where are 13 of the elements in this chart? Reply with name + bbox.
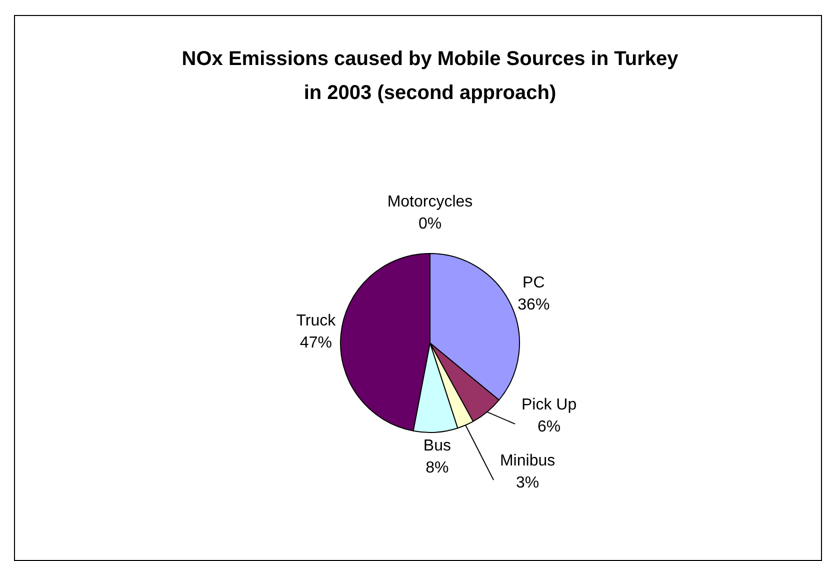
slice-label: Minibus [500, 452, 556, 470]
data-label: 8% [426, 460, 449, 477]
chart-title: NOx Emissions caused by Mobile Sources in Turkey in 2003 (second approach) [180, 47, 680, 106]
slice-label: PC [522, 274, 545, 292]
data-label: 47% [300, 334, 332, 352]
category-label: Motorcycles [387, 194, 473, 211]
text: 0% [418, 216, 442, 233]
slice-label: Pick Up [521, 396, 577, 414]
slice-label: Truck [296, 312, 337, 330]
slice-label: Bus [423, 438, 451, 455]
data-label: 3% [516, 474, 540, 492]
data-label: 6% [537, 418, 561, 436]
data-label: 36% [518, 296, 550, 314]
